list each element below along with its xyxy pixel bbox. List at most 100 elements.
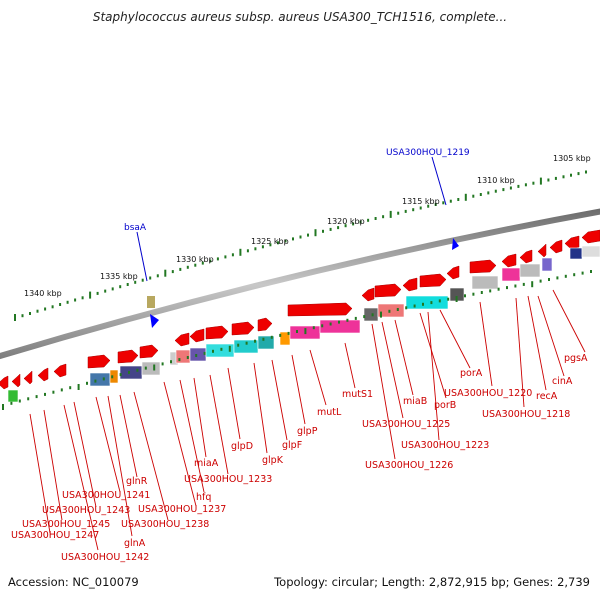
scale-tick	[261, 245, 264, 249]
scale-tick	[66, 300, 69, 304]
gene-label: USA300HOU_1241	[62, 490, 150, 501]
inner-tick	[564, 274, 567, 278]
gene-arrow	[205, 325, 229, 340]
gene-arrow	[581, 229, 600, 244]
gene-label: USA300HOU_1247	[11, 530, 99, 541]
callout-line	[133, 391, 169, 521]
gene-label: miaA	[194, 458, 219, 469]
gene-label: glnR	[126, 476, 148, 487]
inner-tick	[447, 297, 450, 301]
callout-line	[291, 354, 306, 425]
inner-tick	[539, 279, 542, 283]
gene-label: hfq	[196, 492, 211, 503]
gene-label: USA300HOU_1223	[401, 440, 489, 451]
inner-tick	[396, 308, 399, 311]
gene-block-track	[7, 245, 600, 403]
gene-label: USA300HOU_1243	[42, 505, 130, 516]
scale-tick	[419, 206, 422, 210]
gene-arrow	[564, 235, 580, 250]
inner-tick	[422, 302, 424, 306]
inner-tick	[153, 364, 156, 371]
gene-arrow	[37, 367, 49, 382]
gene-arrow	[446, 265, 460, 280]
inner-tick	[44, 392, 46, 396]
inner-tick	[228, 345, 231, 352]
inner-tick	[338, 320, 340, 324]
scale-tick	[374, 217, 377, 220]
highlight-gene-label: USA300HOU_1219	[386, 148, 470, 158]
scale-tick	[367, 218, 370, 222]
scale-tick	[532, 181, 535, 185]
inner-tick	[329, 322, 332, 326]
scale-tick	[29, 312, 31, 315]
gene-arrow	[189, 328, 205, 343]
scale-tick	[216, 257, 219, 261]
inner-tick	[2, 404, 4, 410]
scale-tick	[359, 220, 362, 224]
gene-arrow	[374, 283, 402, 298]
genome-backbone	[0, 208, 600, 360]
inner-tick	[77, 384, 80, 390]
scale-tick	[337, 226, 340, 230]
inner-tick	[296, 330, 298, 333]
inner-tick	[128, 370, 130, 374]
callout-line	[427, 311, 440, 441]
callout-line	[253, 362, 268, 454]
highlight-gene-label: bsaA	[124, 223, 147, 233]
inner-tick	[480, 291, 483, 294]
strand-marker-icon	[452, 238, 459, 250]
gene-arrow	[419, 273, 447, 288]
inner-tick	[245, 341, 248, 345]
callout-line	[227, 367, 241, 440]
scale-tick	[96, 291, 99, 295]
gene-block	[141, 361, 161, 376]
scale-tick	[404, 209, 407, 213]
gene-arrow	[87, 354, 111, 369]
gene-block	[377, 303, 405, 318]
scale-tick	[464, 193, 467, 201]
inner-tick	[371, 313, 374, 317]
highlight-features: USA300HOU_1219 bsaA	[124, 148, 470, 328]
inner-tick	[186, 356, 189, 359]
inner-tick	[304, 328, 307, 335]
gene-label: USA300HOU_1225	[362, 419, 450, 430]
gene-arrow	[537, 243, 547, 258]
gene-label: glpF	[282, 440, 302, 451]
scale-tick	[164, 269, 167, 277]
inner-tick	[10, 401, 13, 405]
gene-arrow	[287, 302, 353, 317]
kbp-label: 1330 kbp	[176, 255, 214, 264]
callout-line	[119, 394, 138, 478]
gene-label: USA300HOU_1237	[138, 504, 226, 515]
scale-tick	[299, 235, 302, 239]
gene-label: glnA	[124, 538, 146, 549]
scale-tick	[209, 259, 212, 263]
gene-label: miaB	[403, 396, 427, 407]
scale-tick	[119, 285, 122, 289]
scale-tick	[509, 186, 512, 190]
callout-line	[95, 396, 121, 493]
scale-tick	[81, 296, 84, 300]
inner-tick	[94, 379, 97, 383]
callout-line	[344, 342, 356, 389]
gene-arrow	[549, 239, 563, 254]
gene-label: glpP	[297, 426, 318, 437]
callout-line	[271, 359, 288, 441]
kbp-labels: 1305 kbp 1310 kbp 1315 kbp 1320 kbp 1325…	[24, 154, 591, 298]
scale-tick	[412, 208, 415, 212]
callout-line	[394, 319, 414, 396]
inner-tick	[178, 358, 181, 362]
accession-text: Accession: NC_010079	[8, 575, 139, 589]
scale-tick	[194, 263, 197, 267]
inner-tick	[354, 316, 357, 320]
scale-tick	[442, 201, 445, 205]
scale-tick	[517, 184, 520, 188]
strand-marker-icon	[150, 314, 159, 328]
inner-tick	[514, 284, 517, 288]
gene-block	[109, 369, 119, 384]
gene-block	[471, 275, 499, 290]
gene-arrow	[23, 370, 33, 385]
gene-block	[569, 247, 583, 260]
inner-ticks	[2, 270, 592, 410]
inner-tick	[270, 335, 273, 339]
